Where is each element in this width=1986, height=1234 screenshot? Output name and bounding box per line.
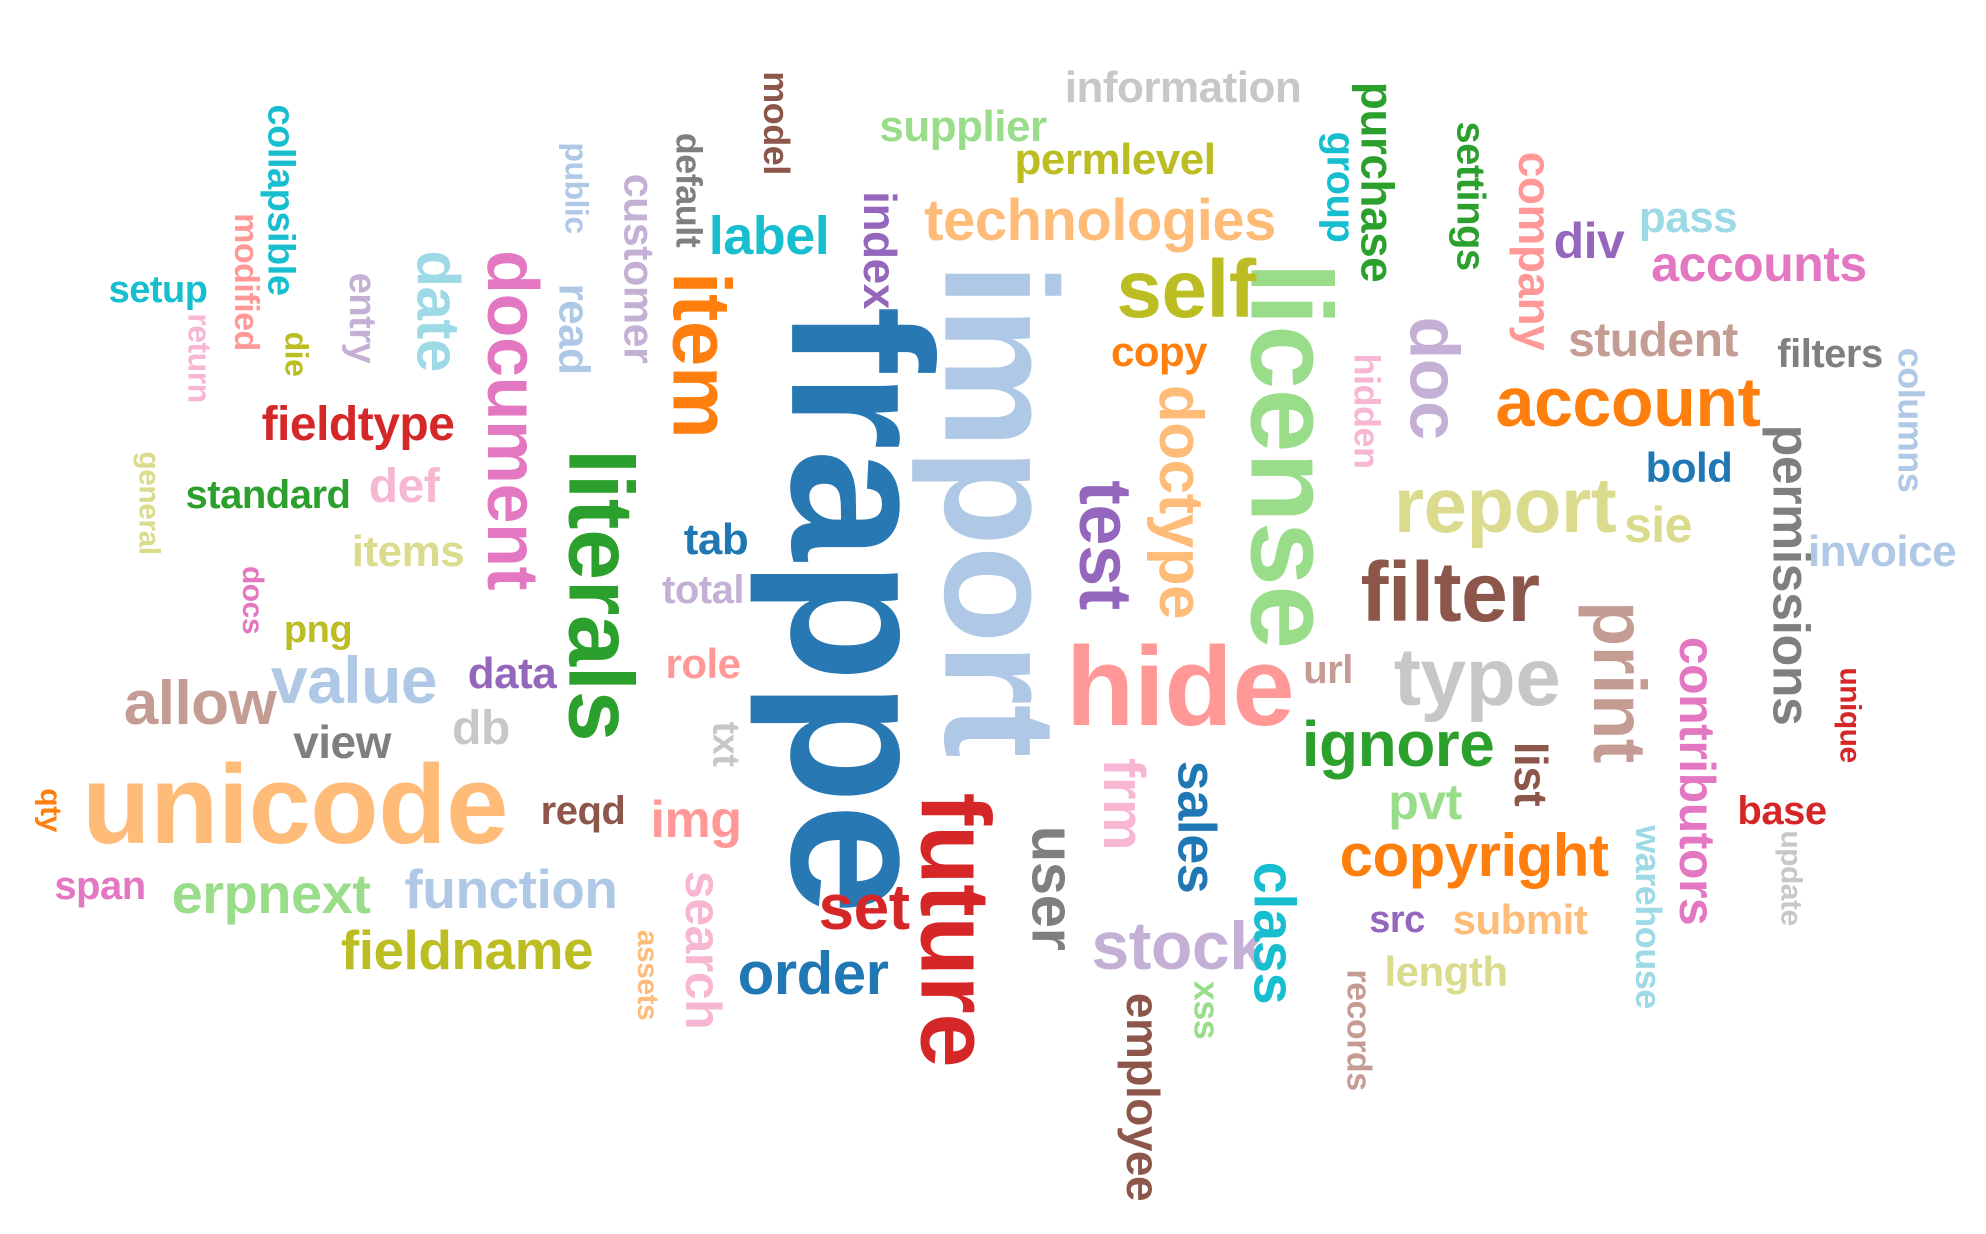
word-student: student [1568, 314, 1738, 367]
word-span: span [54, 864, 146, 908]
word-unicode: unicode [82, 742, 508, 867]
word-hide: hide [1065, 624, 1295, 749]
word-qty: qty [34, 788, 67, 832]
word-xss: xss [1185, 980, 1227, 1040]
word-role: role [665, 640, 741, 687]
word-update: update [1775, 830, 1808, 926]
word-img: img [650, 791, 742, 849]
word-label: label [708, 206, 830, 266]
word-erpnext: erpnext [171, 862, 371, 925]
word-standard: standard [185, 473, 351, 517]
word-date: date [405, 250, 472, 372]
word-fieldname: fieldname [340, 918, 594, 981]
word-url: url [1303, 648, 1353, 692]
word-invoice: invoice [1807, 527, 1957, 576]
word-modified: modified [226, 213, 265, 351]
word-model: model [755, 71, 797, 175]
word-customer: customer [614, 173, 663, 363]
word-search: search [674, 870, 731, 1030]
word-filters: filters [1777, 332, 1883, 376]
word-order: order [737, 940, 889, 1007]
word-stock: stock [1091, 908, 1267, 984]
word-def: def [368, 460, 440, 513]
word-default: default [667, 132, 709, 248]
word-data: data [467, 649, 557, 698]
word-tab: tab [683, 515, 749, 564]
word-submit: submit [1452, 896, 1588, 943]
word-information: information [1064, 63, 1302, 112]
word-technologies: technologies [924, 188, 1276, 253]
word-src: src [1369, 899, 1425, 941]
word-report: report [1393, 461, 1617, 549]
word-return: return [181, 313, 218, 403]
word-pvt: pvt [1388, 774, 1462, 830]
word-company: company [1508, 151, 1561, 351]
word-ignore: ignore [1301, 708, 1495, 780]
word-columns: columns [1890, 347, 1931, 493]
word-item: item [654, 271, 746, 439]
word-permlevel: permlevel [1014, 135, 1216, 184]
word-type: type [1393, 632, 1561, 723]
word-records: records [1339, 969, 1378, 1091]
word-set: set [818, 871, 911, 943]
word-frm: frm [1091, 758, 1156, 850]
word-items: items [351, 527, 465, 576]
word-hidden: hidden [1345, 353, 1387, 469]
word-sales: sales [1165, 760, 1226, 894]
word-warehouse: warehouse [1627, 825, 1669, 1009]
word-entry: entry [340, 272, 383, 364]
word-test: test [1063, 480, 1147, 610]
word-class: class [1241, 861, 1306, 1005]
word-doctype: doctype [1146, 384, 1215, 620]
word-div: div [1553, 213, 1625, 269]
word-import: import [910, 262, 1090, 758]
word-employee: employee [1117, 992, 1169, 1202]
word-account: account [1495, 363, 1761, 441]
word-total: total [662, 568, 744, 612]
word-pass: pass [1638, 193, 1738, 242]
word-db: db [452, 702, 510, 755]
word-fieldtype: fieldtype [261, 398, 455, 451]
word-document: document [471, 249, 552, 591]
word-contributors: contributors [1669, 636, 1725, 926]
word-die: die [277, 331, 314, 377]
word-copyright: copyright [1339, 822, 1609, 889]
word-view: view [293, 716, 391, 768]
word-settings: settings [1448, 121, 1493, 271]
word-filter: filter [1360, 545, 1540, 639]
word-future: future [899, 792, 1010, 1068]
word-user: user [1019, 825, 1086, 951]
word-unique: unique [1833, 667, 1867, 763]
word-literals: literals [549, 448, 651, 742]
word-png: png [283, 609, 353, 651]
word-general: general [133, 451, 166, 555]
word-accounts: accounts [1651, 236, 1867, 292]
word-read: read [548, 283, 598, 375]
word-list: list [1505, 741, 1557, 807]
word-assets: assets [630, 929, 664, 1021]
word-setup: setup [108, 269, 208, 311]
word-length: length [1384, 948, 1508, 995]
word-txt: txt [703, 721, 746, 767]
word-index: index [854, 191, 906, 309]
word-sie: sie [1623, 497, 1693, 553]
word-group: group [1318, 131, 1362, 243]
word-collapsible: collapsible [259, 104, 301, 296]
word-reqd: reqd [540, 789, 626, 833]
word-bold: bold [1645, 444, 1733, 491]
word-docs: docs [236, 565, 269, 635]
word-value: value [270, 643, 438, 717]
word-public: public [559, 142, 595, 234]
word-print: print [1578, 601, 1661, 763]
word-base: base [1737, 789, 1827, 833]
word-self: self [1116, 244, 1256, 335]
word-allow: allow [123, 669, 277, 738]
word-doc: doc [1394, 316, 1473, 440]
word-supplier: supplier [879, 102, 1047, 151]
word-copy: copy [1110, 328, 1208, 375]
word-function: function [404, 857, 618, 920]
